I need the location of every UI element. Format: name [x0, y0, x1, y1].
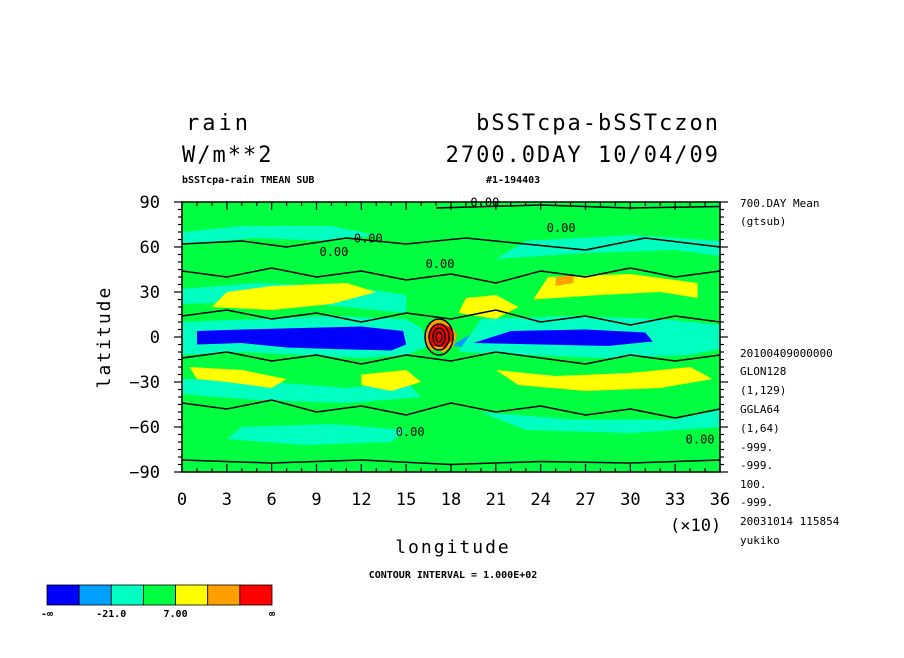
field-layer	[182, 226, 720, 445]
field-band-2	[196, 326, 407, 351]
subtitle-left: bSSTcpa-rain TMEAN SUB	[182, 174, 314, 186]
side-info-6: -999.	[740, 459, 773, 472]
field-band-16	[458, 295, 519, 319]
side-info-5: -999.	[740, 441, 773, 454]
y-tick-label-5: −60	[129, 418, 160, 438]
y-tick-label-1: 60	[140, 238, 160, 258]
x-axis-label: longitude	[395, 537, 511, 558]
contour-line-2	[181, 309, 721, 326]
y-tick-label-4: −30	[129, 373, 160, 393]
titles: rain W/m**2 bSSTcpa-bSSTczon 2700.0DAY 1…	[182, 111, 720, 186]
colorbar-label-0: -∞	[41, 609, 53, 620]
field-band-14	[495, 367, 713, 391]
field-band-8	[226, 424, 407, 445]
contour-label-4: 0.00	[426, 257, 455, 271]
x-tick-label-8: 24	[530, 490, 550, 510]
contour-interval-note: CONTOUR INTERVAL = 1.000E+02	[369, 570, 538, 581]
title-left-line2: W/m**2	[182, 143, 273, 168]
x-tick-label-10: 30	[620, 490, 640, 510]
title-right-line1: bSSTcpa-bSSTczon	[476, 111, 720, 136]
y-tick-label-0: 90	[140, 193, 160, 213]
colorbar-swatch-1	[78, 584, 112, 606]
field-band-10	[182, 226, 377, 244]
side-top-0: 700.DAY Mean	[740, 197, 819, 210]
contour-ring-2	[432, 327, 446, 347]
x-tick-label-5: 15	[396, 490, 416, 510]
x-tick-label-9: 27	[575, 490, 595, 510]
field-band-7	[480, 409, 720, 433]
field-band-11	[211, 283, 377, 310]
subtitle-right: #1-194403	[486, 175, 540, 186]
field-band-13	[189, 367, 287, 388]
field-band-12	[533, 274, 698, 300]
contour-line-3	[181, 351, 721, 365]
side-top-1: (gtsub)	[740, 215, 786, 228]
contour-ring-3	[435, 331, 443, 343]
x-multiplier: (×10)	[670, 516, 721, 536]
contour-label-6: 0.00	[686, 433, 715, 447]
y-tick-label-3: 0	[150, 328, 160, 348]
field-band-17	[555, 275, 574, 286]
y-axis-label: latitude	[94, 286, 115, 389]
colorbar-label-1: -21.0	[96, 609, 126, 620]
contour-labels: 0.000.000.000.000.000.000.00	[319, 196, 714, 447]
side-info-3: GGLA64	[740, 403, 780, 416]
side-info-9: 20031014 115854	[740, 515, 840, 528]
colorbar-swatch-4	[175, 584, 209, 606]
x-tick-label-0: 0	[177, 490, 187, 510]
contour-ring-0	[424, 318, 454, 356]
field-band-6	[182, 379, 422, 403]
side-info-10: yukiko	[740, 534, 780, 547]
side-info-8: -999.	[740, 496, 773, 509]
x-tick-label-2: 6	[267, 490, 277, 510]
field-band-4	[473, 329, 653, 346]
side-info-7: 100.	[740, 478, 767, 491]
colorbar-swatch-5	[207, 584, 241, 606]
contour-line-1	[181, 267, 721, 284]
colorbar: -∞ -21.0 7.00 ∞	[41, 584, 275, 620]
contour-label-5: 0.00	[396, 425, 425, 439]
x-tick-label-3: 9	[311, 490, 321, 510]
colorbar-swatch-6	[239, 584, 273, 606]
y-tick-label-2: 30	[140, 283, 160, 303]
axis-titles: longitude latitude (×10)	[94, 286, 721, 558]
x-tick-label-6: 18	[441, 490, 461, 510]
colorbar-swatch-0	[46, 584, 80, 606]
side-info-1: GLON128	[740, 365, 786, 378]
plot-area: 0.000.000.000.000.000.000.00	[181, 196, 721, 473]
contour-label-3: 0.00	[547, 221, 576, 235]
colorbar-swatch-3	[143, 584, 176, 606]
x-tick-label-7: 21	[486, 490, 506, 510]
colorbar-label-3: ∞	[269, 609, 275, 620]
title-right-line2: 2700.0DAY 10/04/09	[446, 143, 720, 168]
side-info-4: (1,64)	[740, 422, 780, 435]
contour-label-1: 0.00	[319, 245, 348, 259]
side-panel: 700.DAY Mean (gtsub) 20100409000000 GLON…	[740, 197, 840, 547]
x-tick-label-11: 33	[665, 490, 685, 510]
colorbar-swatch-2	[110, 584, 144, 606]
side-info-0: 20100409000000	[740, 347, 833, 360]
x-tick-label-12: 36	[710, 490, 730, 510]
contour-line-0	[181, 237, 721, 251]
x-tick-label-4: 12	[351, 490, 371, 510]
contour-label-0: 0.00	[354, 232, 383, 246]
contour-line-4	[181, 399, 721, 419]
field-band-15	[361, 370, 422, 391]
side-info-2: (1,129)	[740, 384, 786, 397]
contour-ring-1	[428, 323, 450, 351]
title-left-line1: rain	[186, 111, 251, 136]
colorbar-label-2: 7.00	[164, 609, 188, 620]
x-tick-label-1: 3	[222, 490, 232, 510]
y-tick-label-6: −90	[129, 463, 160, 483]
